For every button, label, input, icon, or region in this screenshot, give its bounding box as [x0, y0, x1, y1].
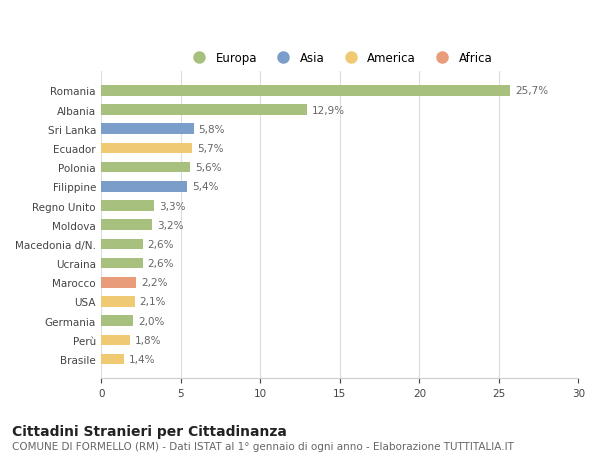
Text: 5,7%: 5,7%: [197, 144, 223, 154]
Text: 5,6%: 5,6%: [195, 163, 222, 173]
Bar: [101, 316, 133, 326]
Text: 1,8%: 1,8%: [135, 335, 161, 345]
Text: COMUNE DI FORMELLO (RM) - Dati ISTAT al 1° gennaio di ogni anno - Elaborazione T: COMUNE DI FORMELLO (RM) - Dati ISTAT al …: [12, 441, 514, 451]
Text: 2,6%: 2,6%: [148, 239, 174, 249]
Legend: Europa, Asia, America, Africa: Europa, Asia, America, Africa: [183, 47, 497, 70]
Text: 5,8%: 5,8%: [199, 124, 225, 134]
Text: 5,4%: 5,4%: [192, 182, 218, 192]
Bar: [101, 239, 143, 250]
Bar: [101, 143, 192, 154]
Bar: [101, 220, 152, 230]
Bar: [101, 335, 130, 345]
Text: 3,3%: 3,3%: [158, 201, 185, 211]
Bar: [101, 258, 143, 269]
Bar: [101, 105, 307, 116]
Text: 12,9%: 12,9%: [311, 105, 344, 115]
Text: 2,0%: 2,0%: [138, 316, 164, 326]
Bar: [101, 162, 190, 173]
Text: 2,1%: 2,1%: [140, 297, 166, 307]
Bar: [101, 182, 187, 192]
Text: 2,6%: 2,6%: [148, 258, 174, 269]
Text: 1,4%: 1,4%: [128, 354, 155, 364]
Bar: [101, 277, 136, 288]
Text: 3,2%: 3,2%: [157, 220, 184, 230]
Text: Cittadini Stranieri per Cittadinanza: Cittadini Stranieri per Cittadinanza: [12, 425, 287, 438]
Bar: [101, 124, 194, 135]
Bar: [101, 297, 135, 307]
Text: 2,2%: 2,2%: [141, 278, 167, 288]
Text: 25,7%: 25,7%: [515, 86, 548, 96]
Bar: [101, 201, 154, 211]
Bar: [101, 86, 510, 96]
Bar: [101, 354, 124, 364]
